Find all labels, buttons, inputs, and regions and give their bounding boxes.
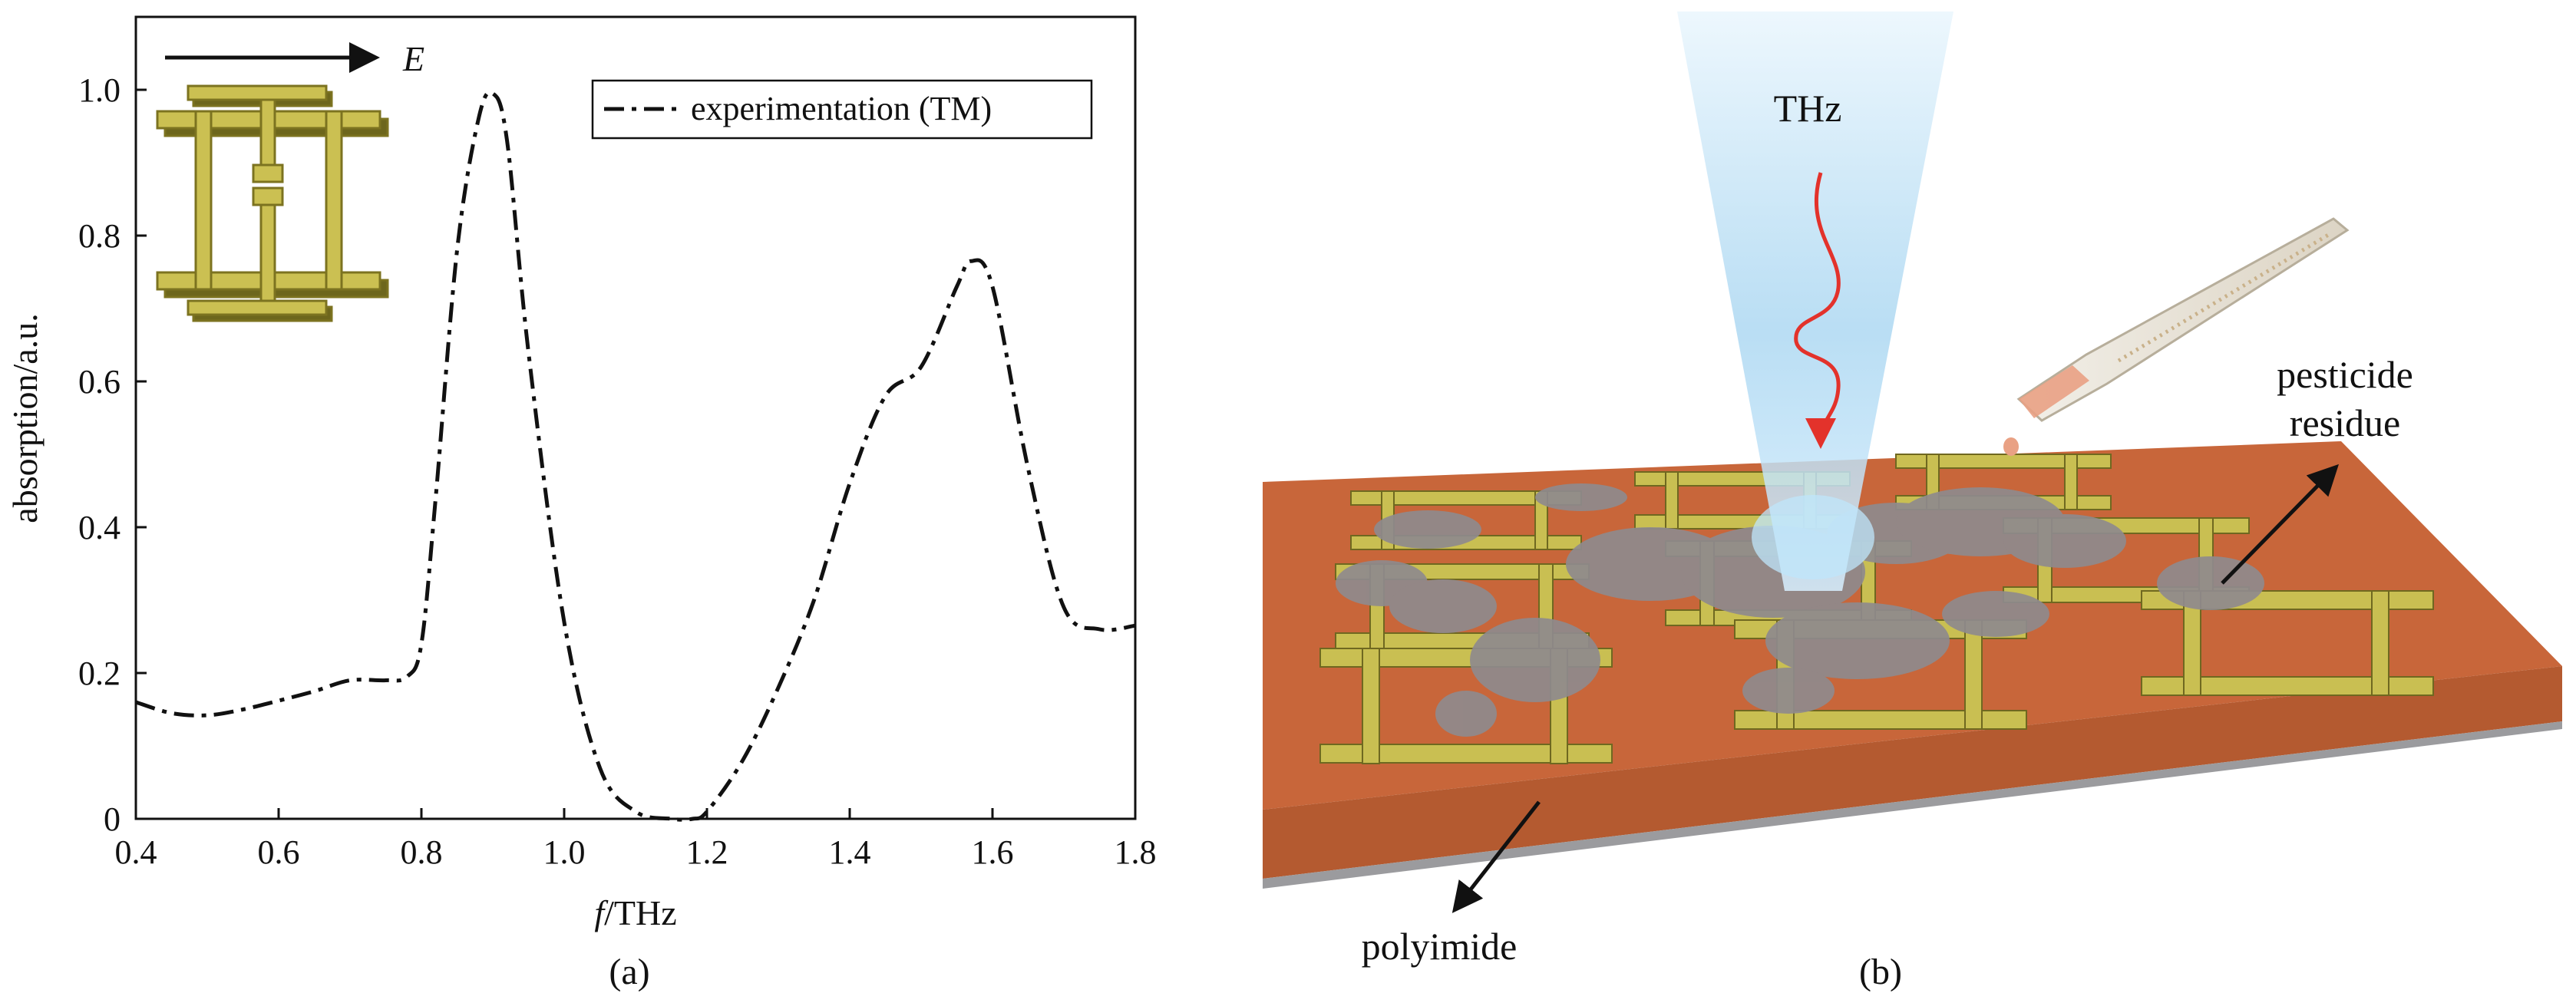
inset-e-field: E <box>165 39 424 78</box>
legend: experimentation (TM) <box>591 79 1093 140</box>
y-axis-label: absorption/a.u. <box>5 313 45 523</box>
y-ticks: 0 0.2 0.4 0.6 0.8 1.0 <box>78 71 147 838</box>
pipette-icon <box>2003 217 2350 456</box>
x-tick-label: 0.8 <box>401 833 443 871</box>
beam-spot <box>1752 495 1874 579</box>
e-field-label: E <box>402 39 424 78</box>
y-tick-label: 0.6 <box>78 363 121 401</box>
x-tick-label: 1.2 <box>686 833 728 871</box>
residue-label-line1: pesticide <box>2277 353 2413 396</box>
series-line-experimentation-tm <box>135 90 1136 822</box>
y-tick-label: 0.4 <box>78 509 121 546</box>
substrate-front <box>1263 666 2562 879</box>
thz-wave <box>1794 172 1841 449</box>
x-tick-label: 0.4 <box>115 833 157 871</box>
x-tick-label: 1.4 <box>829 833 871 871</box>
x-tick-label: 0.6 <box>258 833 300 871</box>
thz-label: THz <box>1774 87 1842 130</box>
y-tick-label: 1.0 <box>78 71 121 109</box>
thz-beam <box>1677 12 1953 591</box>
x-tick-label: 1.0 <box>543 833 586 871</box>
residue-label-line2: residue <box>2290 401 2400 444</box>
panel-a: 0.4 0.6 0.8 1.0 1.2 1.4 1.6 1.8 0 0.2 0.4 0.6 0.8 1.… <box>5 15 1157 992</box>
substrate-base <box>1263 721 2562 889</box>
panel-b: THz pesticide residue polyimide (b) <box>1263 12 2562 992</box>
substrate-arrow <box>1451 800 1541 913</box>
x-tick-label: 1.6 <box>972 833 1014 871</box>
pesticide-residue <box>1336 483 2264 737</box>
polyimide-label: polyimide <box>1362 925 1518 968</box>
x-ticks: 0.4 0.6 0.8 1.0 1.2 1.4 1.6 1.8 <box>115 808 1157 871</box>
panel-b-caption: (b) <box>1859 952 1902 992</box>
y-tick-label: 0.8 <box>78 217 121 255</box>
residue-arrow <box>2221 464 2339 585</box>
x-tick-label: 1.8 <box>1115 833 1157 871</box>
legend-label: experimentation (TM) <box>691 90 992 127</box>
y-tick-label: 0.2 <box>78 655 121 692</box>
y-tick-label: 0 <box>104 800 121 838</box>
split-ring-resonator-icon <box>156 84 389 322</box>
plot-frame <box>134 15 1137 820</box>
panel-a-caption: (a) <box>609 952 649 992</box>
x-axis-label: f/THz <box>594 893 676 932</box>
